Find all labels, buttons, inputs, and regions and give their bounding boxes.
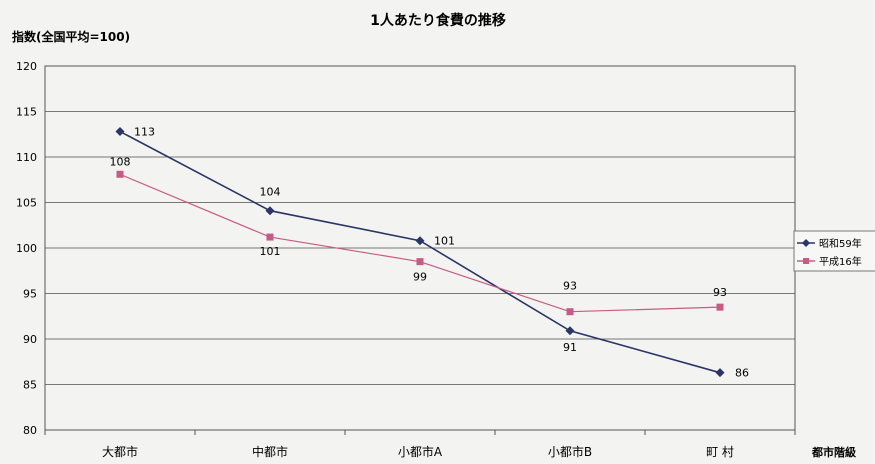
y-tick-label: 95 — [23, 288, 37, 301]
series-line-0 — [119, 130, 721, 374]
data-point-diamond — [115, 127, 125, 137]
y-tick-label: 100 — [16, 242, 37, 255]
y-tick-labels: 80 85 90 95 100 105 110 115 120 — [16, 60, 37, 437]
series-group: 113 104 101 91 86 108 101 99 93 93 — [110, 126, 750, 380]
data-label: 104 — [260, 186, 281, 199]
data-label: 99 — [413, 271, 427, 284]
y-tick-label: 120 — [16, 60, 37, 73]
data-point-diamond — [565, 326, 575, 336]
y-tick-label: 105 — [16, 197, 37, 210]
x-tick-label: 小都市B — [548, 444, 592, 459]
legend-box — [793, 230, 875, 272]
data-point-square — [716, 303, 724, 311]
y-tick-label: 90 — [23, 333, 37, 346]
data-point-square — [116, 170, 124, 178]
data-point-diamond — [415, 236, 425, 246]
x-tick-labels: 大都市 中都市 小都市A 小都市B 町 村 — [102, 444, 734, 459]
x-tick-label: 小都市A — [398, 444, 443, 459]
legend-label: 昭和59年 — [819, 237, 862, 250]
data-point-square — [416, 258, 424, 266]
y-axis-label: 指数(全国平均=100) — [12, 29, 130, 44]
data-point-square — [566, 308, 574, 316]
legend-label: 平成16年 — [819, 255, 862, 268]
y-tick-label: 85 — [23, 379, 37, 392]
data-point-diamond — [715, 368, 725, 378]
data-label: 91 — [563, 341, 577, 354]
data-label: 93 — [563, 280, 577, 293]
data-label: 93 — [713, 286, 727, 299]
gridlines — [45, 111, 795, 385]
x-tick-label: 大都市 — [102, 444, 138, 459]
data-label: 101 — [260, 245, 281, 258]
data-point-square — [266, 233, 274, 241]
data-point-diamond — [265, 206, 275, 216]
data-label: 108 — [110, 155, 131, 168]
axes — [44, 65, 796, 435]
y-tick-label: 80 — [23, 424, 37, 437]
data-label: 101 — [434, 235, 455, 248]
y-tick-label: 110 — [16, 151, 37, 164]
data-label: 86 — [735, 367, 749, 380]
y-tick-label: 115 — [16, 106, 37, 119]
x-tick-label: 町 村 — [706, 445, 734, 459]
legend-marker-square — [803, 258, 809, 264]
chart-title: 1人あたり食費の推移 — [370, 12, 506, 29]
x-tick-label: 中都市 — [252, 444, 288, 459]
legend-marker-diamond — [802, 239, 810, 247]
data-label: 113 — [134, 126, 155, 139]
x-axis-label: 都市階級 — [811, 445, 856, 459]
